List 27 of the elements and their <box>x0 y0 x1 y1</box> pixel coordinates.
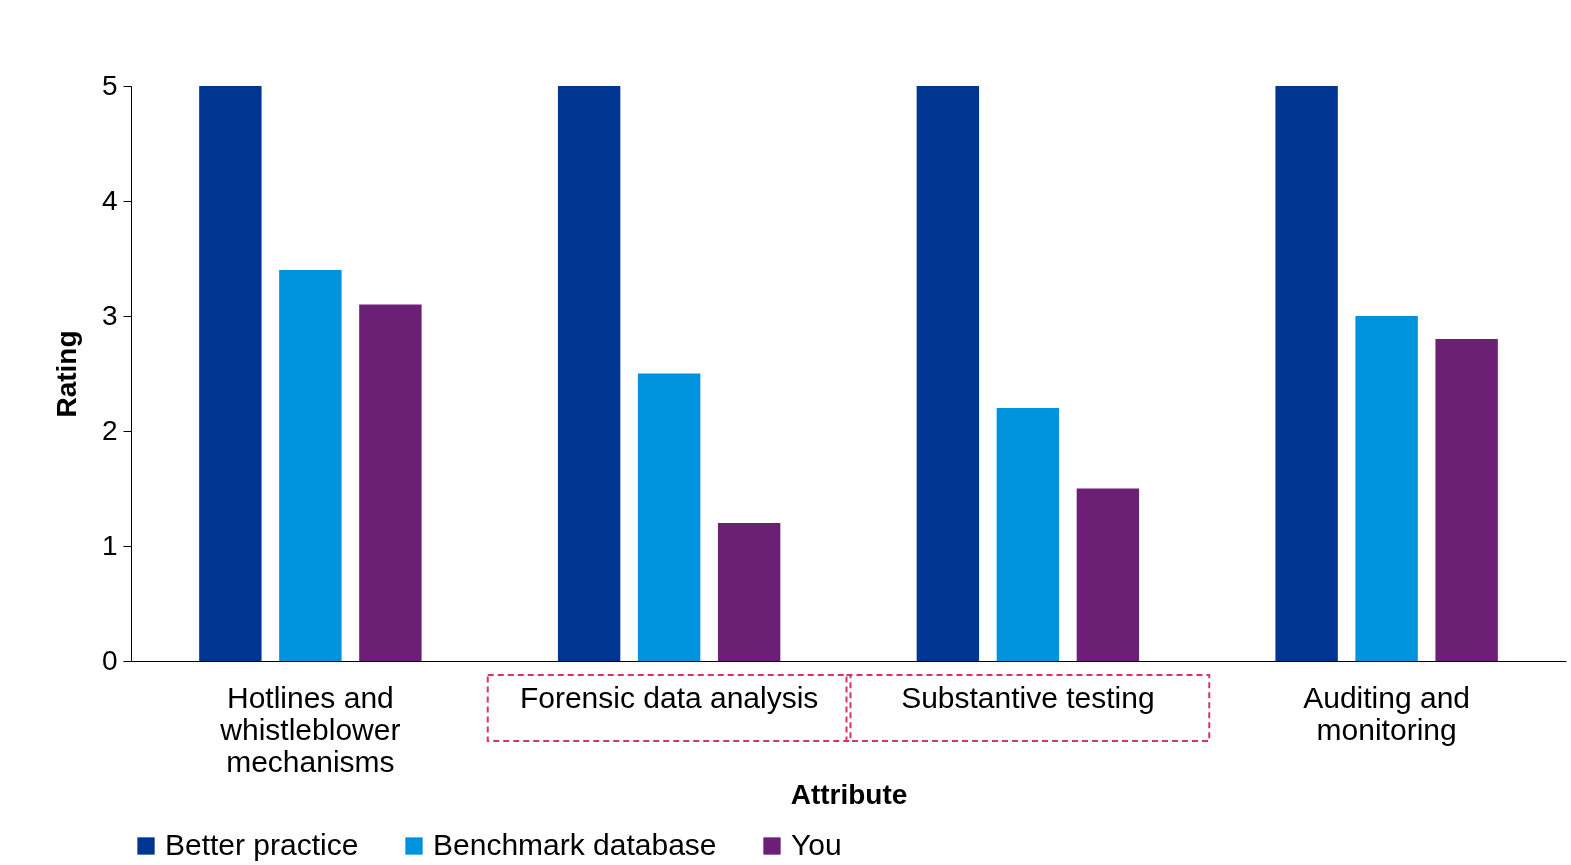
bar <box>1275 86 1338 661</box>
x-axis-title: Attribute <box>790 778 908 810</box>
x-tick-label: Substantive testing <box>901 680 1155 714</box>
bar <box>717 523 781 661</box>
bar <box>359 304 422 661</box>
y-tick-label: 5 <box>101 69 118 101</box>
bar <box>1435 339 1498 661</box>
bar <box>996 408 1060 661</box>
x-tick-label: Hotlines and whistleblower mechanisms <box>219 680 401 778</box>
y-tick-label: 3 <box>101 299 118 331</box>
bar <box>916 86 980 661</box>
x-tick-label: Forensic data analysis <box>519 680 819 714</box>
bar <box>557 86 621 661</box>
y-tick-label: 4 <box>101 184 118 216</box>
bar <box>637 373 701 661</box>
y-tick-label: 2 <box>101 414 118 446</box>
bar <box>199 86 262 661</box>
y-tick-label: 0 <box>101 644 118 676</box>
bar <box>279 270 342 661</box>
x-tick-label: Auditing and monitoring <box>1303 680 1471 746</box>
legend-label: You <box>791 828 842 861</box>
y-tick-label: 1 <box>101 529 118 561</box>
bar <box>1076 488 1140 661</box>
y-axis-title: Rating <box>50 330 82 418</box>
legend-label: Better practice <box>165 828 359 861</box>
bar <box>1355 316 1418 661</box>
legend-label: Benchmark database <box>433 828 717 861</box>
